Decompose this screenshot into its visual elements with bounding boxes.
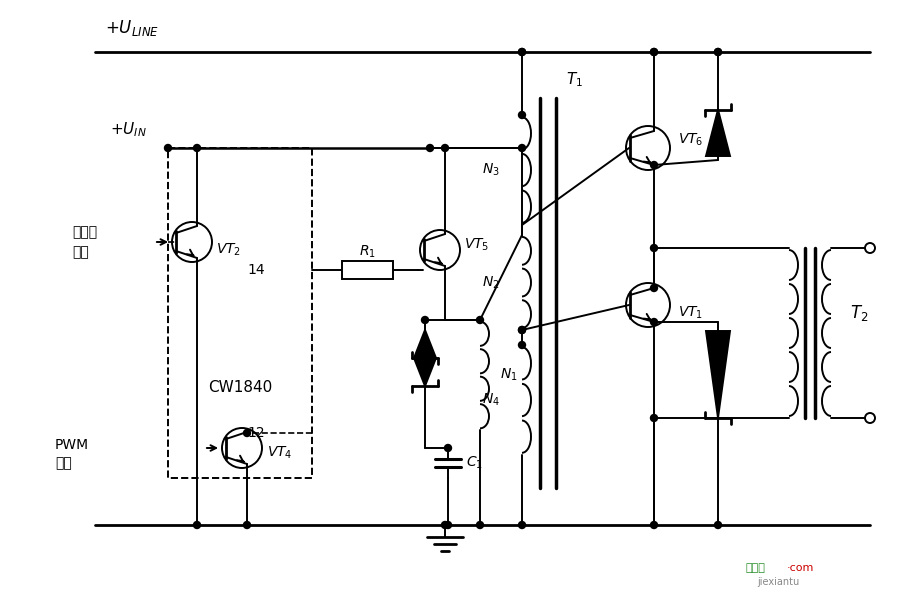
Polygon shape bbox=[706, 331, 730, 418]
Text: $VT_2$: $VT_2$ bbox=[216, 242, 242, 258]
Circle shape bbox=[519, 326, 526, 334]
Text: 接线图: 接线图 bbox=[745, 563, 765, 573]
Circle shape bbox=[651, 284, 658, 291]
Text: PWM: PWM bbox=[55, 438, 89, 452]
Circle shape bbox=[651, 162, 658, 168]
Circle shape bbox=[442, 522, 449, 528]
Polygon shape bbox=[414, 358, 436, 386]
Circle shape bbox=[519, 144, 526, 151]
Text: 输出: 输出 bbox=[55, 456, 71, 470]
Circle shape bbox=[651, 245, 658, 251]
Text: $VT_5$: $VT_5$ bbox=[464, 237, 490, 253]
Circle shape bbox=[243, 430, 251, 436]
Text: $VT_6$: $VT_6$ bbox=[678, 132, 703, 148]
Circle shape bbox=[651, 415, 658, 421]
Circle shape bbox=[519, 112, 526, 118]
Text: jiexiantu: jiexiantu bbox=[757, 577, 799, 587]
Bar bbox=[342, 261, 393, 279]
Circle shape bbox=[519, 49, 526, 55]
Text: $N_4$: $N_4$ bbox=[482, 392, 500, 408]
Circle shape bbox=[444, 522, 452, 528]
Circle shape bbox=[715, 49, 721, 55]
Text: $N_1$: $N_1$ bbox=[500, 367, 518, 383]
Circle shape bbox=[426, 144, 433, 151]
Circle shape bbox=[715, 49, 721, 55]
Text: ·com: ·com bbox=[786, 563, 814, 573]
Circle shape bbox=[651, 49, 658, 55]
Text: $+U_{\mathit{LINE}}$: $+U_{\mathit{LINE}}$ bbox=[105, 18, 159, 38]
Circle shape bbox=[194, 144, 201, 151]
Text: 偏压: 偏压 bbox=[72, 245, 89, 259]
Text: 14: 14 bbox=[247, 263, 264, 277]
Circle shape bbox=[519, 522, 526, 528]
Text: CW1840: CW1840 bbox=[208, 380, 272, 395]
Text: $T_1$: $T_1$ bbox=[566, 71, 583, 90]
Text: $+U_{\mathit{IN}}$: $+U_{\mathit{IN}}$ bbox=[110, 121, 147, 139]
Circle shape bbox=[165, 144, 172, 151]
Polygon shape bbox=[706, 109, 730, 156]
Circle shape bbox=[519, 341, 526, 349]
Text: $T_2$: $T_2$ bbox=[850, 303, 869, 323]
Circle shape bbox=[519, 326, 526, 334]
Text: $N_2$: $N_2$ bbox=[482, 274, 500, 291]
Circle shape bbox=[715, 522, 721, 528]
Circle shape bbox=[651, 319, 658, 326]
Text: $N_3$: $N_3$ bbox=[482, 162, 500, 178]
Circle shape bbox=[422, 317, 428, 323]
Circle shape bbox=[651, 522, 658, 528]
Circle shape bbox=[442, 144, 449, 151]
Circle shape bbox=[477, 522, 483, 528]
Text: 驱动器: 驱动器 bbox=[72, 225, 97, 239]
Circle shape bbox=[194, 522, 201, 528]
Bar bbox=[168, 148, 312, 478]
Text: $VT_1$: $VT_1$ bbox=[678, 305, 703, 321]
Polygon shape bbox=[414, 330, 436, 358]
Text: $VT_4$: $VT_4$ bbox=[267, 445, 292, 461]
Text: 12: 12 bbox=[247, 426, 264, 440]
Circle shape bbox=[651, 49, 658, 55]
Text: $R_1$: $R_1$ bbox=[359, 244, 376, 260]
Text: $C_1$: $C_1$ bbox=[466, 455, 483, 471]
Circle shape bbox=[477, 317, 483, 323]
Circle shape bbox=[519, 49, 526, 55]
Circle shape bbox=[243, 522, 251, 528]
Circle shape bbox=[444, 445, 452, 451]
